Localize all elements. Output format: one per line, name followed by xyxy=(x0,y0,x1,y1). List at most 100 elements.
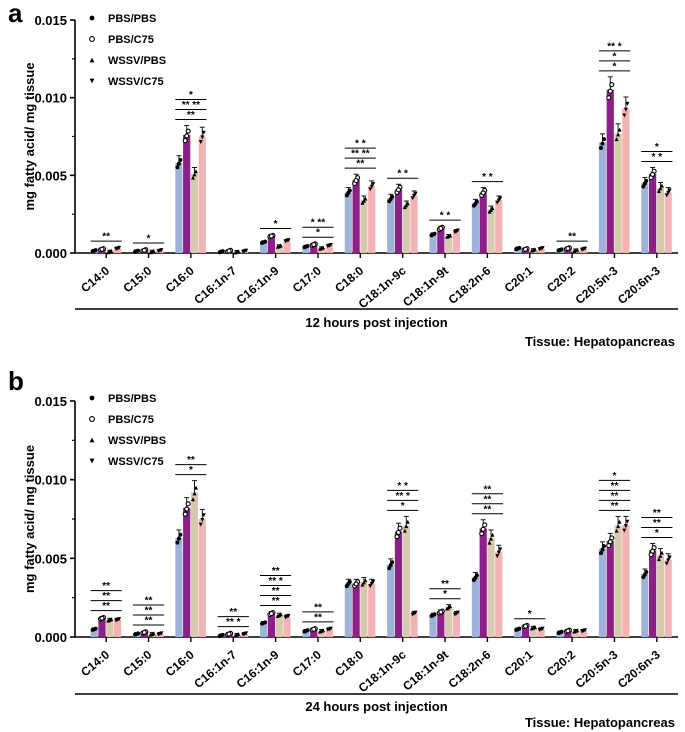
data-point xyxy=(625,519,630,524)
data-point xyxy=(515,627,520,632)
significance-label: ** xyxy=(483,494,491,505)
bar xyxy=(537,629,545,637)
data-point xyxy=(198,522,203,527)
bar xyxy=(656,187,665,253)
data-point xyxy=(454,229,459,234)
data-point xyxy=(656,557,661,562)
data-point xyxy=(664,561,669,566)
significance-label: ** xyxy=(653,508,661,519)
x-tick-label: C18:1n-9t xyxy=(400,264,451,310)
data-point xyxy=(178,158,183,163)
bar xyxy=(310,244,318,253)
bar xyxy=(275,246,283,253)
data-point xyxy=(622,528,627,533)
bar xyxy=(514,248,522,253)
data-point xyxy=(531,248,536,253)
bar xyxy=(606,89,614,254)
data-point xyxy=(311,626,317,632)
data-point xyxy=(600,547,605,552)
data-point xyxy=(616,132,621,137)
data-point xyxy=(261,620,266,625)
data-point xyxy=(219,633,224,638)
bar xyxy=(394,189,403,253)
data-point xyxy=(107,249,112,254)
data-point xyxy=(606,95,612,101)
legend-entry: PBS/PBS xyxy=(108,13,156,25)
data-point xyxy=(89,416,95,422)
data-point xyxy=(614,137,619,142)
bar xyxy=(113,248,122,253)
bar xyxy=(487,537,495,637)
bar xyxy=(641,574,649,637)
bar xyxy=(437,228,445,253)
bar xyxy=(495,552,503,637)
data-point xyxy=(438,225,444,231)
bar xyxy=(471,203,479,253)
data-point xyxy=(539,246,544,251)
bar xyxy=(387,564,395,637)
bar xyxy=(598,142,607,253)
data-point xyxy=(200,517,205,522)
tissue-label: Tissue: Hepatopancreas xyxy=(525,715,675,730)
x-tick-label: C14:0 xyxy=(78,647,112,679)
data-point xyxy=(201,130,206,135)
data-point xyxy=(115,246,120,251)
data-point xyxy=(607,88,613,94)
x-tick-label: C17:0 xyxy=(290,263,324,295)
panel-a: a 0.000 0.005 0.010 0.015 mg fatty acid/ mg t… xyxy=(8,0,678,349)
legend-entry: PBS/C75 xyxy=(108,34,154,46)
bar xyxy=(606,541,614,637)
data-point xyxy=(431,613,436,618)
bar xyxy=(445,235,453,253)
data-point xyxy=(176,536,181,541)
data-point xyxy=(261,240,266,245)
data-point xyxy=(141,629,147,635)
significance-label: ** xyxy=(102,581,110,592)
x-tick-label: C20:6n-3 xyxy=(615,263,663,307)
data-point xyxy=(200,135,205,140)
data-point xyxy=(495,554,500,559)
data-point xyxy=(285,614,290,619)
data-point xyxy=(667,555,672,560)
data-point xyxy=(363,196,368,201)
bar xyxy=(641,183,649,253)
bar xyxy=(572,630,580,637)
data-point xyxy=(150,631,155,636)
significance-label: ** xyxy=(483,504,491,515)
data-point xyxy=(184,133,190,139)
data-point xyxy=(319,246,324,251)
significance-label: * xyxy=(316,228,320,239)
data-point xyxy=(319,628,324,633)
y-tick-label: 0.010 xyxy=(34,473,67,488)
bar xyxy=(360,200,368,253)
bar xyxy=(317,630,326,637)
significance-label: ** xyxy=(229,607,237,618)
data-point xyxy=(623,524,628,529)
data-point xyxy=(327,243,332,248)
data-point xyxy=(659,183,664,188)
data-point xyxy=(598,146,603,151)
legend-entry: WSSV/PBS xyxy=(108,435,166,447)
bar xyxy=(402,204,410,253)
data-point xyxy=(642,572,647,577)
bar xyxy=(368,583,376,637)
bar xyxy=(275,614,283,637)
data-point xyxy=(182,138,188,144)
data-point xyxy=(405,519,410,524)
significance-label: ** xyxy=(568,232,576,243)
data-point xyxy=(89,395,95,401)
data-point xyxy=(609,82,615,88)
y-tick-label: 0.000 xyxy=(34,246,67,261)
data-point xyxy=(515,246,520,251)
data-point xyxy=(402,528,407,533)
data-point xyxy=(363,578,368,583)
data-point xyxy=(185,128,191,134)
legend: PBS/PBS PBS/C75 WSSV/PBS WSSV/C75 xyxy=(89,13,166,88)
data-point xyxy=(182,511,188,517)
data-point xyxy=(495,200,500,205)
y-axis-label: mg fatty acid/ mg tissue xyxy=(22,445,37,593)
significance-label: ** xyxy=(102,591,110,602)
legend: PBS/PBS PBS/C75 WSSV/PBS WSSV/C75 xyxy=(89,393,166,468)
x-tick-label: C14:0 xyxy=(78,263,112,295)
bar xyxy=(410,195,418,253)
